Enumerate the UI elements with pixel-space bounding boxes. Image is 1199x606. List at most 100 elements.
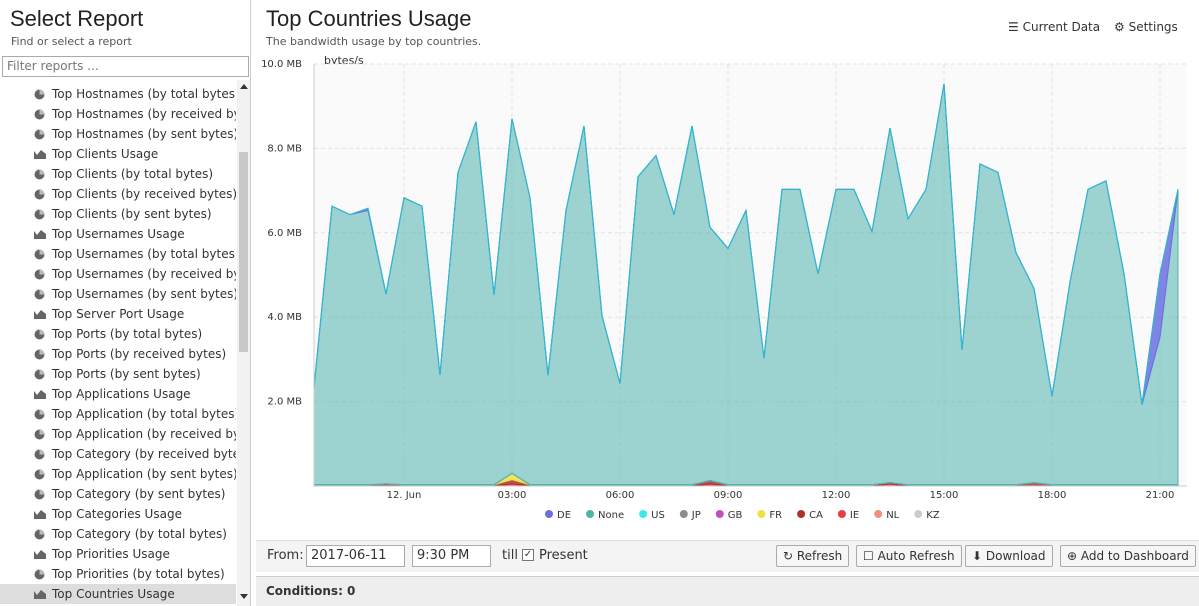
time-select[interactable]: 9:30 PM [412,545,491,567]
report-item[interactable]: Top Ports (by sent bytes) [0,364,236,384]
x-tick-label: 06:00 [606,490,635,501]
report-item[interactable]: Top Countries Usage [0,584,236,604]
legend-marker [639,510,648,518]
current-data-button[interactable]: ☰ Current Data [1008,20,1101,34]
x-tick-label: 09:00 [714,490,743,501]
report-subtitle: The bandwidth usage by top countries. [266,35,482,48]
auto-refresh-button[interactable]: ☐ Auto Refresh [856,545,962,567]
area-icon [34,310,46,319]
settings-label: Settings [1128,20,1178,34]
area-icon [34,590,46,599]
pie-icon [34,289,45,300]
legend-marker [679,510,688,518]
pie-icon [34,369,45,380]
legend-marker [545,510,553,518]
scroll-down[interactable] [240,594,248,599]
report-item[interactable]: Top Applications Usage [0,384,236,404]
pie-icon [34,329,45,340]
legend-label: DE [557,510,571,521]
pie-icon [34,209,45,220]
scroll-thumb[interactable] [239,152,248,352]
report-item[interactable]: Top Clients (by total bytes) [0,164,236,184]
report-item[interactable]: Top Application (by received bytes) [0,424,236,444]
report-item[interactable]: Top Categories Usage [0,504,236,524]
pie-icon [34,529,45,540]
x-tick-label: 12:00 [822,490,851,501]
area-icon [34,390,46,399]
report-item-label: Top Ports (by sent bytes) [52,367,201,381]
conditions-bar[interactable]: Conditions: 0 [256,576,1199,606]
y-tick-label: 10.0 MB [261,59,302,70]
report-item-label: Top Usernames (by sent bytes) [52,287,236,301]
pie-icon [34,409,45,420]
present-checkbox[interactable]: ✓ [522,549,534,561]
report-item[interactable]: Top Clients (by received bytes) [0,184,236,204]
report-item-label: Top Ports (by total bytes) [52,327,203,341]
pie-icon [34,249,45,260]
report-item-label: Top Countries Usage [52,587,175,601]
pie-icon [34,89,45,100]
till-label: till [502,548,518,563]
x-tick-label: 21:00 [1146,490,1175,501]
pie-icon [34,269,45,280]
settings-button[interactable]: ⚙ Settings [1114,20,1178,34]
report-item[interactable]: Top Clients Usage [0,144,236,164]
report-item[interactable]: Top Clients (by sent bytes) [0,204,236,224]
add-dashboard-button[interactable]: ⊕ Add to Dashboard [1060,545,1196,567]
legend-label: None [598,510,624,521]
report-item[interactable]: Top Category (by total bytes) [0,524,236,544]
report-item[interactable]: Top Category (by sent bytes) [0,484,236,504]
legend-label: IE [850,510,859,521]
from-label: From: [267,548,304,563]
report-item[interactable]: Top Priorities Usage [0,544,236,564]
pie-icon [34,469,45,480]
report-item-label: Top Application (by received bytes) [52,427,236,441]
report-item[interactable]: Top Application (by sent bytes) [0,464,236,484]
y-tick-label: 6.0 MB [267,228,302,239]
report-item[interactable]: Top Usernames (by received bytes) [0,264,236,284]
download-button[interactable]: ⬇ Download [965,545,1053,567]
top-line [313,83,1179,405]
report-item-label: Top Category (by sent bytes) [52,487,226,501]
report-item[interactable]: Top Application (by total bytes) [0,404,236,424]
sidebar-subtitle: Find or select a report [11,35,132,48]
legend-label: NL [886,510,899,521]
refresh-label: Refresh [796,549,843,563]
legend-label: FR [769,510,782,521]
sidebar: Select Report Find or select a report Fi… [0,0,251,606]
report-item-label: Top Application (by sent bytes) [52,467,236,481]
report-title: Top Countries Usage [266,6,472,31]
report-item[interactable]: Top Server Port Usage [0,304,236,324]
date-input[interactable]: 2017-06-11 [306,545,405,567]
report-item[interactable]: Top Ports (by total bytes) [0,324,236,344]
report-item[interactable]: Top Ports (by received bytes) [0,344,236,364]
legend-label: US [651,510,665,521]
main-panel: Top Countries Usage The bandwidth usage … [256,0,1199,606]
scrollbar[interactable] [237,80,250,606]
pie-icon [34,349,45,360]
report-item[interactable]: Top Usernames (by sent bytes) [0,284,236,304]
report-item[interactable]: Top Hostnames (by total bytes) [0,84,236,104]
download-label: Download [985,549,1046,563]
report-item-label: Top Usernames (by received bytes) [52,267,236,281]
report-list: Top Hostnames (by total bytes) Top Hostna… [0,80,236,606]
report-item-label: Top Clients (by sent bytes) [52,207,212,221]
report-item-label: Top Hostnames (by received byte... [52,107,236,121]
report-item[interactable]: Top Category (by received bytes) [0,444,236,464]
report-item[interactable]: Top Hostnames (by sent bytes) [0,124,236,144]
report-item[interactable]: Top Priorities (by total bytes) [0,564,236,584]
report-item-label: Top Application (by total bytes) [52,407,236,421]
legend-label: JP [691,510,701,521]
filter-input[interactable]: Filter reports ... [2,56,249,77]
report-item[interactable]: Top Usernames Usage [0,224,236,244]
report-item[interactable]: Top Usernames (by total bytes) [0,244,236,264]
report-item-label: Top Hostnames (by sent bytes) [52,127,236,141]
pie-icon [34,109,45,120]
scroll-up[interactable] [240,84,248,89]
pie-icon [34,189,45,200]
refresh-button[interactable]: ↻ Refresh [776,545,850,567]
area-icon [34,510,46,519]
report-item[interactable]: Top Hostnames (by received byte... [0,104,236,124]
present-label: Present [539,548,588,563]
legend-marker [715,510,724,518]
